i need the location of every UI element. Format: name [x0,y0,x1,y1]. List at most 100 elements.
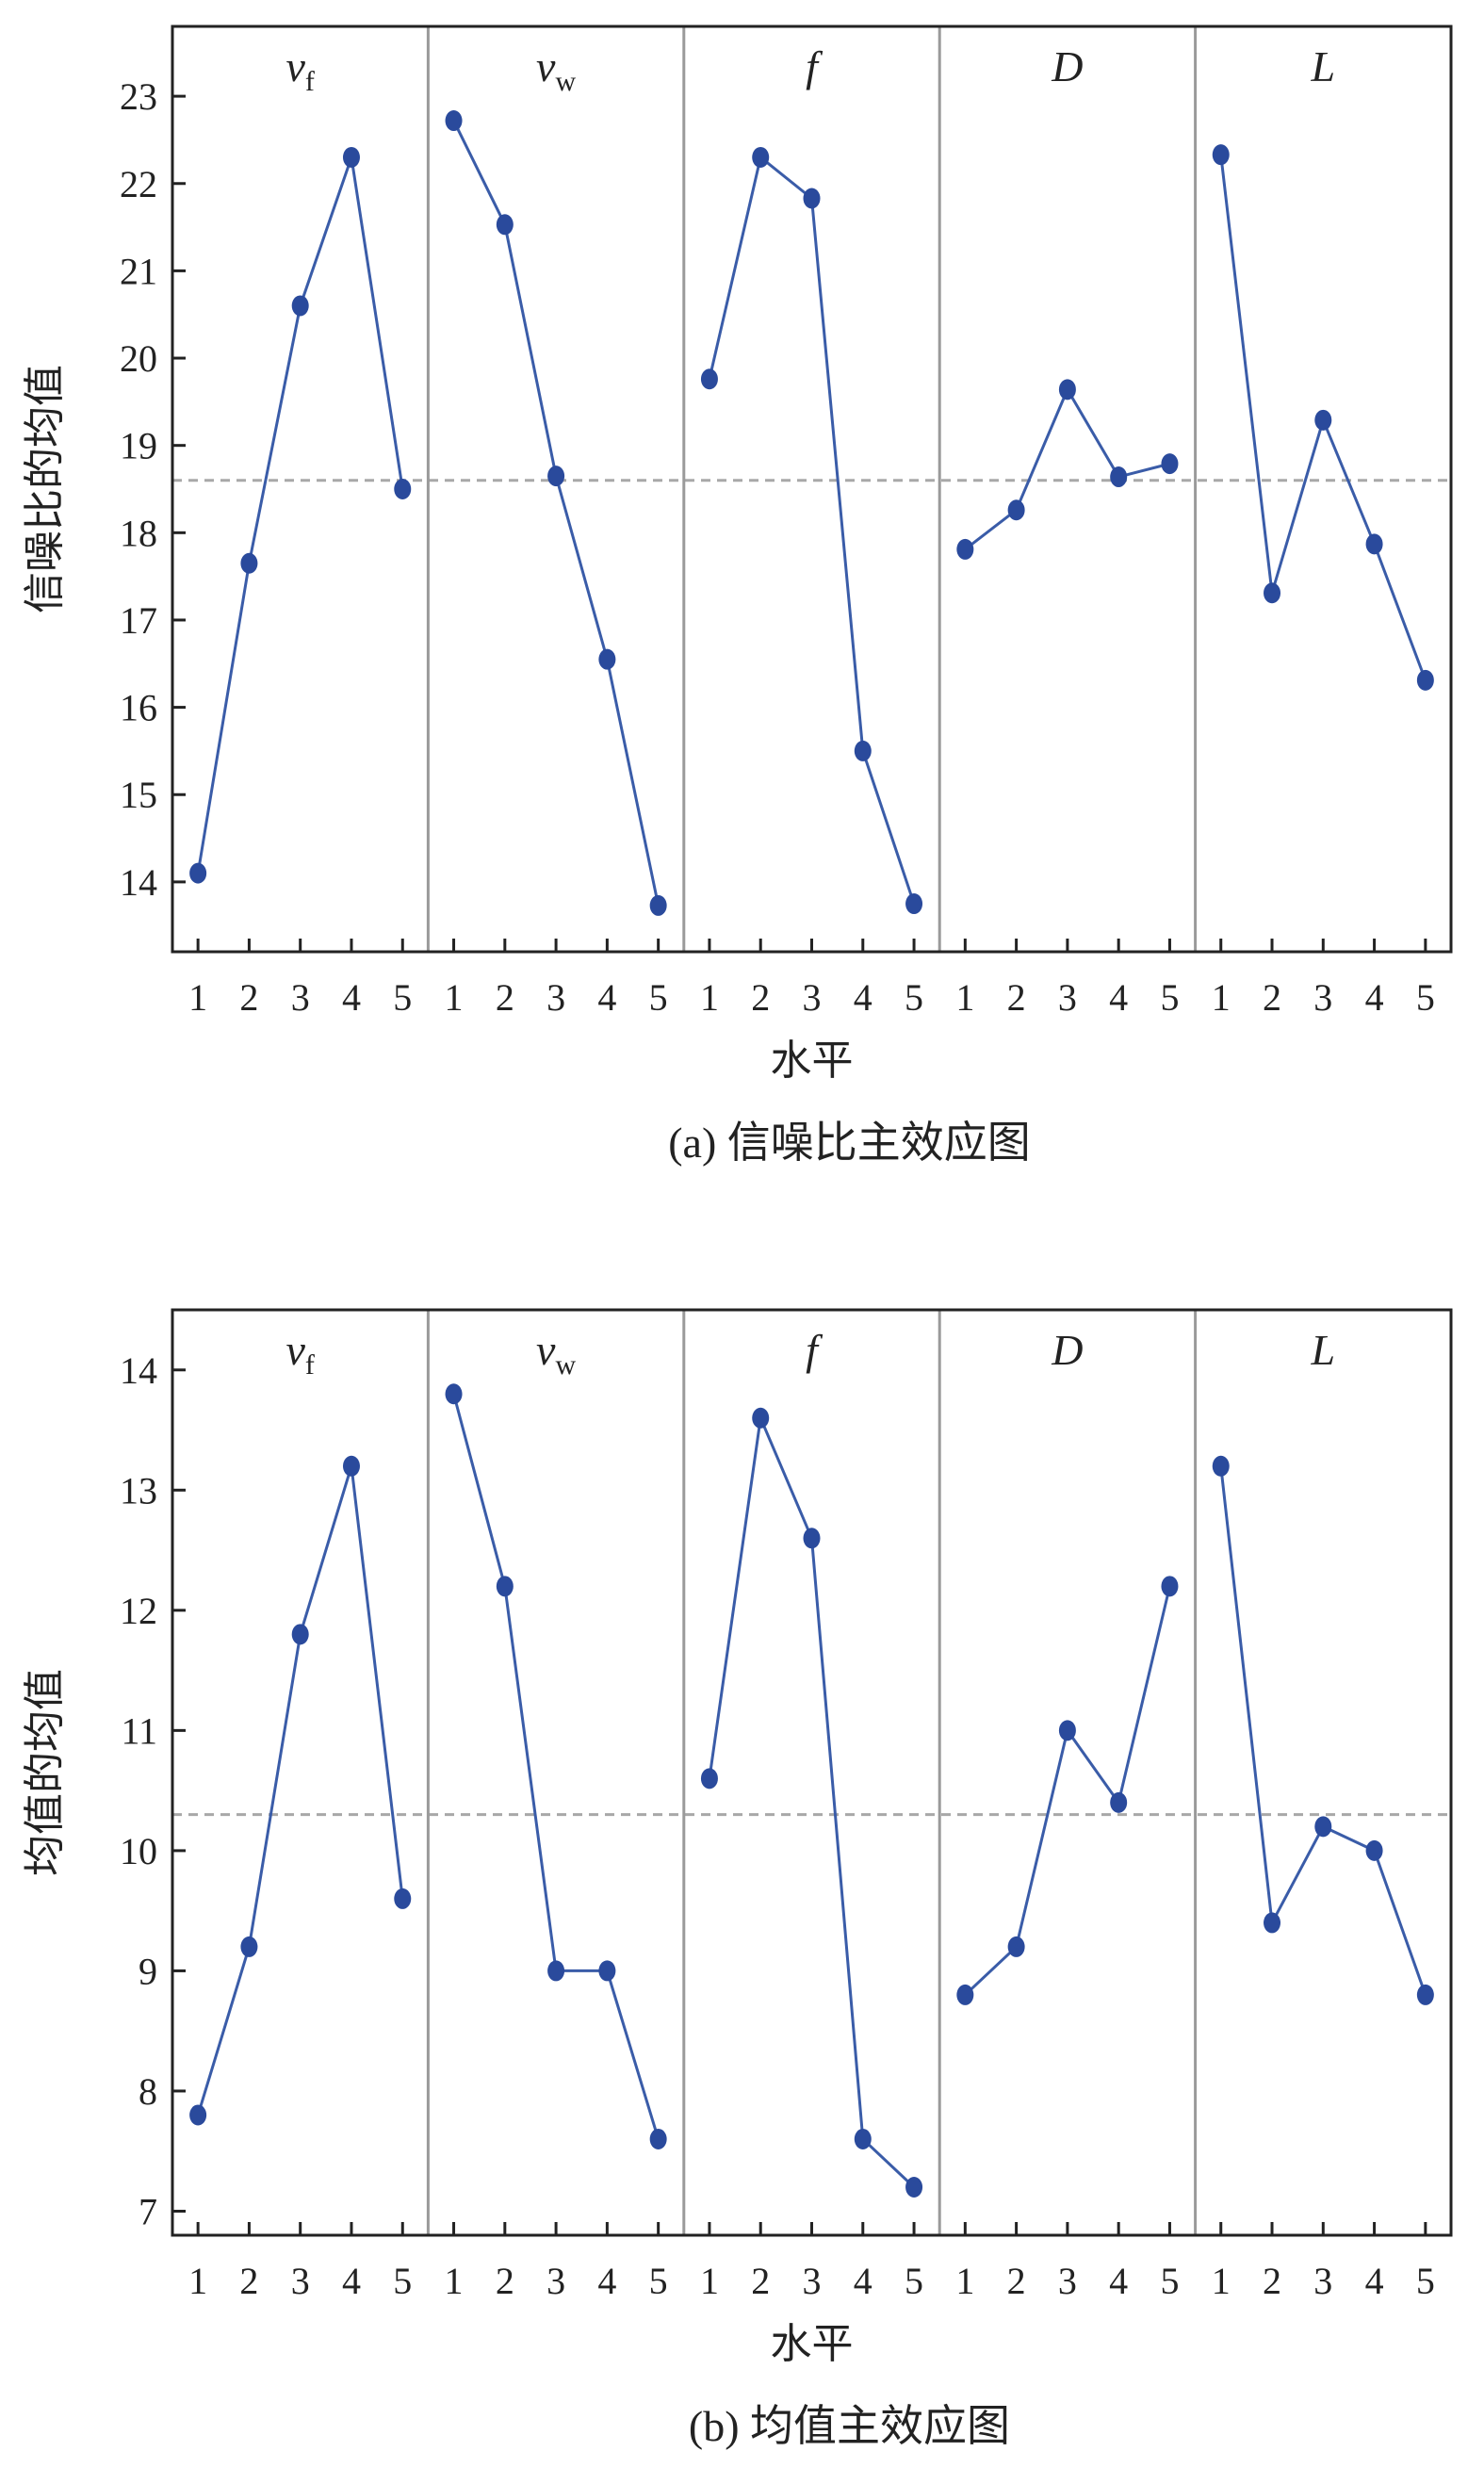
x-tick-label: 4 [854,2260,872,2302]
x-tick-label: 2 [751,2260,770,2302]
y-tick-label: 12 [120,1590,157,1632]
figure-caption: (b) 均值主效应图 [689,2402,1010,2450]
data-point [1314,1816,1332,1838]
x-tick-label: 4 [1109,976,1128,1019]
data-point [598,1960,616,1982]
x-tick-label: 5 [393,2260,412,2302]
series-line [196,1465,404,2116]
x-tick-label: 3 [546,2260,565,2302]
data-point [1365,1839,1383,1861]
x-tick-label: 2 [751,976,770,1019]
series-line [964,386,1170,551]
x-tick-label: 4 [342,976,361,1019]
y-tick-label: 19 [120,425,157,467]
x-tick-label: 1 [188,2260,207,2302]
x-tick-label: 3 [1058,2260,1077,2302]
data-point [1007,1936,1025,1957]
y-tick-label: 21 [120,250,157,292]
data-point [1416,669,1434,691]
data-point [1365,533,1383,555]
y-tick-label: 7 [139,2190,157,2232]
data-point [854,740,872,761]
x-tick-label: 2 [239,976,258,1019]
panel-label: D [1051,1326,1083,1374]
data-point [496,214,514,236]
data-point [445,110,463,132]
y-tick-label: 13 [120,1469,157,1512]
data-point [956,538,974,560]
x-tick-label: 5 [905,976,923,1019]
x-tick-label: 1 [700,2260,719,2302]
y-tick-label: 10 [120,1830,157,1872]
data-point [1416,1984,1434,2005]
series-line [452,1393,660,2140]
x-tick-label: 4 [854,976,872,1019]
x-tick-label: 2 [1263,2260,1281,2302]
panel-label: f [806,1326,824,1374]
data-point [700,368,718,390]
data-point [905,893,923,915]
x-tick-label: 3 [1313,2260,1332,2302]
plot-frame [171,1308,1453,2237]
data-point [1212,144,1230,166]
data-point [1161,453,1179,475]
x-tick-label: 1 [1212,2260,1231,2302]
x-axis-title: 水平 [771,1037,854,1085]
panel-label: vf [285,42,314,97]
x-tick-label: 1 [445,2260,464,2302]
x-tick-label: 5 [1416,2260,1435,2302]
data-point [1007,499,1025,521]
data-point [1212,1455,1230,1477]
x-tick-label: 3 [291,976,310,1019]
data-point [496,1576,514,1597]
x-tick-label: 2 [496,2260,514,2302]
data-point [1110,466,1128,488]
panel-label: D [1051,42,1083,90]
data-point [752,146,770,168]
x-tick-label: 1 [955,2260,974,2302]
data-point [598,648,616,670]
y-tick-label: 20 [120,337,157,380]
data-point [700,1768,718,1789]
data-point [649,2128,667,2149]
x-tick-label: 3 [1313,976,1332,1019]
x-tick-label: 5 [1160,2260,1179,2302]
y-tick-label: 9 [139,1950,157,1992]
data-point [342,1455,360,1477]
data-point [240,1936,258,1957]
data-point [1058,1720,1076,1741]
data-point [189,2104,207,2126]
data-point [1264,1912,1281,1934]
y-tick-label: 8 [139,2070,157,2113]
x-tick-label: 1 [445,976,464,1019]
x-tick-label: 4 [1365,976,1384,1019]
y-tick-label: 18 [120,512,157,554]
data-point [547,1960,565,1982]
data-point [803,188,821,209]
data-point [905,2176,923,2198]
x-tick-label: 1 [955,976,974,1019]
data-point [956,1984,974,2005]
figure-caption: (a) 信噪比主效应图 [668,1119,1031,1167]
data-point [803,1528,821,1549]
y-axis-title: 均值的均值 [21,1669,69,1876]
x-tick-label: 2 [496,976,514,1019]
x-tick-label: 2 [1007,976,1026,1019]
data-point [1058,379,1076,400]
data-point [1264,582,1281,604]
data-point [854,2128,872,2149]
data-point [240,552,258,574]
x-tick-label: 2 [1007,2260,1026,2302]
data-point [394,1888,412,1909]
y-tick-label: 23 [120,75,157,118]
x-tick-label: 3 [803,976,822,1019]
x-tick-label: 3 [546,976,565,1019]
x-tick-label: 5 [1416,976,1435,1019]
y-tick-label: 11 [121,1709,157,1752]
x-tick-label: 5 [393,976,412,1019]
x-tick-label: 1 [700,976,719,1019]
data-point [1314,409,1332,431]
